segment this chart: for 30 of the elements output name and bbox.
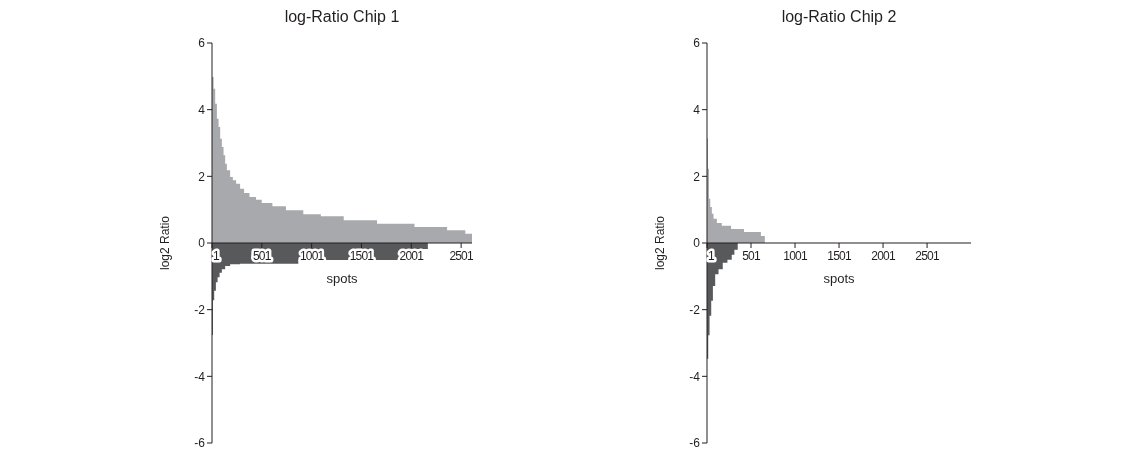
- y-axis-title: log2 Ratio: [158, 215, 173, 271]
- y-tick-label: -4: [194, 369, 206, 384]
- y-tick-label: 6: [198, 36, 206, 51]
- x-tick-label: 1: [213, 249, 221, 263]
- y-tick-label: 6: [693, 36, 701, 51]
- y-tick-label: 0: [198, 236, 206, 251]
- y-tick-label: 4: [198, 102, 206, 117]
- x-tick-label: 2501: [449, 249, 475, 263]
- y-tick-label: 2: [693, 169, 701, 184]
- x-tick-label: 2001: [871, 249, 896, 263]
- x-axis-title: spots: [326, 271, 359, 286]
- x-tick-label: 501: [253, 249, 272, 263]
- y-tick-label: -6: [689, 436, 701, 451]
- y-tick-label: -2: [194, 302, 206, 317]
- y-tick-label: 4: [693, 102, 701, 117]
- x-tick-label: 501: [742, 249, 761, 263]
- chart-title: log-Ratio Chip 1: [283, 8, 401, 26]
- y-tick-label: -6: [194, 436, 206, 451]
- x-tick-label: 1501: [349, 249, 375, 263]
- y-axis-title: log2 Ratio: [653, 215, 668, 271]
- x-tick-label: 1001: [783, 249, 808, 263]
- x-tick-label: 2501: [915, 249, 940, 263]
- y-tick-label: 2: [198, 169, 206, 184]
- y-tick-label: 0: [693, 236, 701, 251]
- chart-title: log-Ratio Chip 2: [780, 8, 898, 26]
- y-tick-label: -2: [689, 302, 701, 317]
- x-tick-label: 1: [708, 249, 716, 263]
- x-tick-label: 1501: [827, 249, 852, 263]
- x-axis-title: spots: [823, 271, 856, 286]
- y-tick-label: -4: [689, 369, 701, 384]
